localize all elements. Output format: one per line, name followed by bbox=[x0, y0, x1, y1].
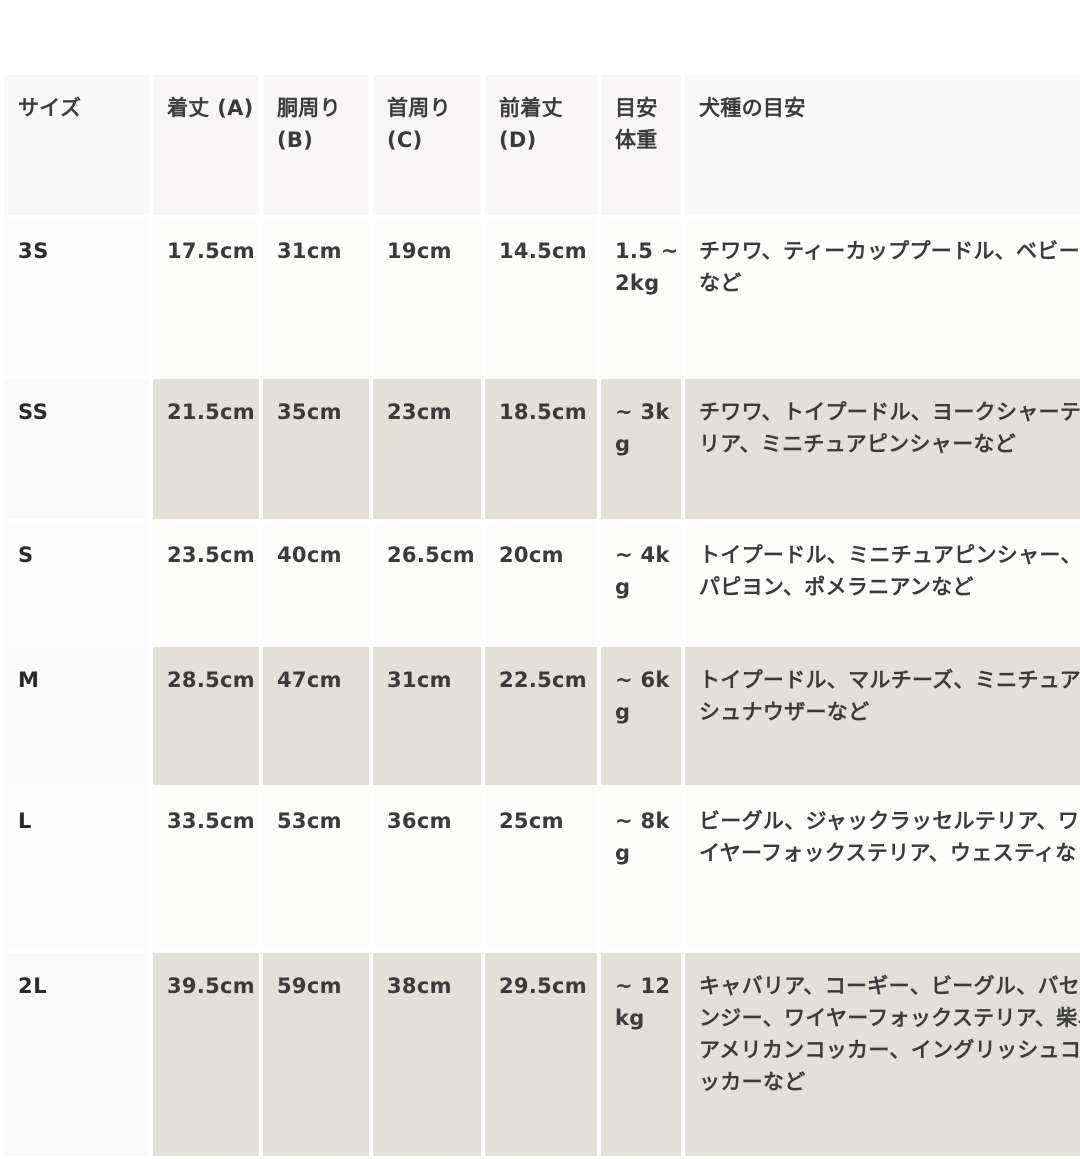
size-table-container: サイズ 着丈 (A) 胴周り(B) 首周り (C) 前着丈 (D) 目安 体重 … bbox=[0, 72, 1080, 1159]
cell-breed: チワワ、ティーカッププードル、ベビーなど bbox=[685, 218, 1080, 376]
table-row: L 33.5cm 53cm 36cm 25cm ~ 8kg ビーグル、ジャックラ… bbox=[4, 788, 1080, 950]
cell-front-d: 18.5cm bbox=[485, 379, 597, 519]
cell-length-a: 21.5cm bbox=[153, 379, 259, 519]
cell-chest-b: 35cm bbox=[263, 379, 369, 519]
cell-size: 3S bbox=[4, 218, 149, 376]
column-header-front-d: 前着丈 (D) bbox=[485, 75, 597, 215]
cell-chest-b: 40cm bbox=[263, 522, 369, 644]
cell-front-d: 20cm bbox=[485, 522, 597, 644]
cell-size: L bbox=[4, 788, 149, 950]
cell-weight: ~ 3kg bbox=[601, 379, 681, 519]
cell-length-a: 33.5cm bbox=[153, 788, 259, 950]
cell-chest-b: 31cm bbox=[263, 218, 369, 376]
cell-breed: チワワ、トイプードル、ヨークシャーテリア、ミニチュアピンシャーなど bbox=[685, 379, 1080, 519]
table-row: SS 21.5cm 35cm 23cm 18.5cm ~ 3kg チワワ、トイプ… bbox=[4, 379, 1080, 519]
cell-size: 2L bbox=[4, 953, 149, 1156]
cell-front-d: 29.5cm bbox=[485, 953, 597, 1156]
table-header: サイズ 着丈 (A) 胴周り(B) 首周り (C) 前着丈 (D) 目安 体重 … bbox=[4, 75, 1080, 215]
column-header-chest-b: 胴周り(B) bbox=[263, 75, 369, 215]
size-table: サイズ 着丈 (A) 胴周り(B) 首周り (C) 前着丈 (D) 目安 体重 … bbox=[0, 72, 1080, 1159]
size-chart-page: サイズ 着丈 (A) 胴周り(B) 首周り (C) 前着丈 (D) 目安 体重 … bbox=[18, 96, 1080, 1156]
cell-neck-c: 31cm bbox=[373, 647, 481, 785]
cell-length-a: 28.5cm bbox=[153, 647, 259, 785]
cell-size: SS bbox=[4, 379, 149, 519]
cell-chest-b: 59cm bbox=[263, 953, 369, 1156]
cell-weight: ~ 12kg bbox=[601, 953, 681, 1156]
cell-weight: ~ 6kg bbox=[601, 647, 681, 785]
cell-neck-c: 19cm bbox=[373, 218, 481, 376]
cell-chest-b: 47cm bbox=[263, 647, 369, 785]
cell-front-d: 22.5cm bbox=[485, 647, 597, 785]
cell-front-d: 25cm bbox=[485, 788, 597, 950]
cell-weight: ~ 8kg bbox=[601, 788, 681, 950]
cell-breed: トイプードル、ミニチュアピンシャー、パピヨン、ポメラニアンなど bbox=[685, 522, 1080, 644]
cell-breed: ビーグル、ジャックラッセルテリア、ワイヤーフォックステリア、ウェスティなど bbox=[685, 788, 1080, 950]
cell-weight: ~ 4kg bbox=[601, 522, 681, 644]
cell-length-a: 17.5cm bbox=[153, 218, 259, 376]
cell-neck-c: 23cm bbox=[373, 379, 481, 519]
column-header-size: サイズ bbox=[4, 75, 149, 215]
column-header-weight: 目安 体重 bbox=[601, 75, 681, 215]
cell-length-a: 39.5cm bbox=[153, 953, 259, 1156]
cell-neck-c: 26.5cm bbox=[373, 522, 481, 644]
cell-breed: トイプードル、マルチーズ、ミニチュアシュナウザーなど bbox=[685, 647, 1080, 785]
table-row: M 28.5cm 47cm 31cm 22.5cm ~ 6kg トイプードル、マ… bbox=[4, 647, 1080, 785]
cell-neck-c: 36cm bbox=[373, 788, 481, 950]
cell-size: M bbox=[4, 647, 149, 785]
table-row: 3S 17.5cm 31cm 19cm 14.5cm 1.5 ~ 2kg チワワ… bbox=[4, 218, 1080, 376]
cell-chest-b: 53cm bbox=[263, 788, 369, 950]
header-row: サイズ 着丈 (A) 胴周り(B) 首周り (C) 前着丈 (D) 目安 体重 … bbox=[4, 75, 1080, 215]
cell-size: S bbox=[4, 522, 149, 644]
cell-front-d: 14.5cm bbox=[485, 218, 597, 376]
column-header-breed: 犬種の目安 bbox=[685, 75, 1080, 215]
cell-length-a: 23.5cm bbox=[153, 522, 259, 644]
table-row: S 23.5cm 40cm 26.5cm 20cm ~ 4kg トイプードル、ミ… bbox=[4, 522, 1080, 644]
table-row: 2L 39.5cm 59cm 38cm 29.5cm ~ 12kg キャバリア、… bbox=[4, 953, 1080, 1156]
table-body: 3S 17.5cm 31cm 19cm 14.5cm 1.5 ~ 2kg チワワ… bbox=[4, 218, 1080, 1156]
cell-weight: 1.5 ~ 2kg bbox=[601, 218, 681, 376]
cell-breed: キャバリア、コーギー、ビーグル、バセンジー、ワイヤーフォックステリア、柴、アメリ… bbox=[685, 953, 1080, 1156]
column-header-length-a: 着丈 (A) bbox=[153, 75, 259, 215]
cell-neck-c: 38cm bbox=[373, 953, 481, 1156]
column-header-neck-c: 首周り (C) bbox=[373, 75, 481, 215]
